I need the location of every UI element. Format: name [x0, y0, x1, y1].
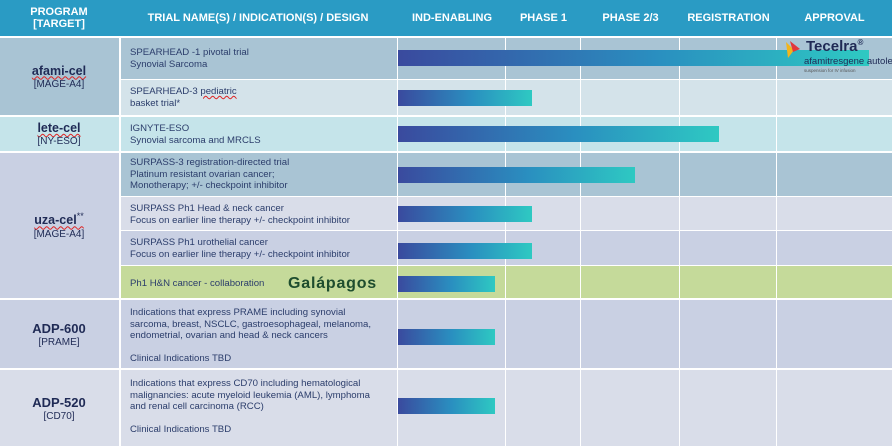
row-divider: [120, 230, 892, 231]
program-band-afami: [0, 38, 120, 115]
column-divider: [119, 36, 121, 446]
stage-ind-enabling-header: IND-ENABLING: [411, 12, 493, 24]
galapagos-logo: Galápagos: [288, 275, 378, 292]
trial-indication: Synovial sarcoma and MRCLS: [130, 134, 261, 146]
trial-surpass3: SURPASS-3 registration-directed trial Pl…: [130, 157, 289, 192]
program-target: [PRAME]: [38, 336, 80, 348]
trial-surpass-hn: SURPASS Ph1 Head & neck cancer Focus on …: [130, 203, 350, 226]
table-header: PROGRAM [TARGET] TRIAL NAME(S) / INDICAT…: [0, 0, 892, 36]
row-divider: [120, 196, 892, 197]
trial-design: Focus on earlier line therapy +/- checkp…: [130, 214, 350, 226]
trial-name: IGNYTE-ESO: [130, 123, 190, 134]
tecelra-generic-name: afamitresgene autoleucel: [804, 56, 892, 67]
trial-name: SURPASS Ph1 urothelial cancer: [130, 237, 268, 248]
program-header-label: PROGRAM: [30, 6, 88, 18]
trial-indication: sarcoma, breast, NSCLC, gastroesophageal…: [130, 318, 372, 330]
trial-indication: Synovial Sarcoma: [130, 58, 208, 70]
trial-design: Focus on earlier line therapy +/- checkp…: [130, 248, 350, 260]
program-uza-cel: uza-cel** [MAGE-A4]: [0, 153, 118, 298]
program-name: ADP-600: [32, 320, 86, 336]
trial-indication: Platinum resistant ovarian cancer;: [130, 168, 275, 180]
trial-indication: endometrial, ovarian and head & neck can…: [130, 330, 328, 341]
program-column-header: PROGRAM [TARGET]: [0, 0, 118, 36]
target-header-label: [TARGET]: [33, 18, 85, 30]
trial-name: Ph1 H&N cancer - collaboration: [130, 278, 265, 289]
row-divider: [0, 368, 892, 370]
row-divider: [0, 151, 892, 153]
row-divider: [0, 115, 892, 117]
trial-name-part: pediatric: [200, 86, 237, 97]
progress-bar-spearhead3: [398, 90, 533, 106]
tecelra-brand: Tecelra®: [806, 38, 863, 55]
program-lete-cel: lete-cel [NY-ESO]: [0, 117, 118, 151]
trial-indication: malignancies: acute myeloid leukemia (AM…: [130, 389, 370, 401]
program-footnote-mark: **: [76, 211, 84, 222]
row-band-collab: [120, 266, 892, 298]
row-divider: [0, 298, 892, 300]
tecelra-name: Tecelra: [806, 38, 858, 55]
trial-spearhead3: SPEARHEAD-3 pediatric basket trial*: [130, 86, 237, 109]
trial-note: Clinical Indications TBD: [130, 424, 232, 435]
program-adp-600: ADP-600 [PRAME]: [0, 300, 118, 368]
stage-phase23-header: PHASE 2/3: [602, 12, 659, 24]
program-target: [MAGE-A4]: [33, 78, 85, 90]
trial-adp600: Indications that express PRAME including…: [130, 307, 371, 365]
stage-phase1-header: PHASE 1: [519, 12, 568, 24]
trial-note: Clinical Indications TBD: [130, 353, 232, 364]
trial-name-part: SPEARHEAD-3: [130, 86, 201, 97]
progress-bar-surpass3: [398, 167, 636, 183]
column-divider: [679, 36, 680, 446]
program-target: [MAGE-A4]: [33, 228, 85, 240]
progress-bar-adp600: [398, 329, 496, 345]
trial-indication: basket trial*: [130, 97, 181, 109]
program-target: [CD70]: [43, 410, 75, 422]
tecelra-registered-mark: ®: [857, 38, 864, 47]
row-divider: [120, 265, 892, 266]
stage-approval-header: APPROVAL: [804, 12, 865, 24]
program-name: ADP-520: [32, 394, 86, 410]
progress-bar-collab: [398, 276, 496, 292]
trial-name: SPEARHEAD -1 pivotal trial: [130, 47, 249, 58]
progress-bar-ignyte: [398, 126, 719, 142]
tecelra-logo: Tecelra® afamitresgene autoleucel suspen…: [784, 38, 892, 80]
trial-surpass-uro: SURPASS Ph1 urothelial cancer Focus on e…: [130, 237, 350, 260]
trial-name: SURPASS-3 registration-directed trial: [130, 157, 290, 168]
row-divider: [120, 79, 892, 80]
progress-bar-surpass-hn: [398, 206, 533, 222]
trial-indication: Indications that express PRAME including…: [130, 307, 346, 318]
trial-design: Monotherapy; +/- checkpoint inhibitor: [130, 180, 288, 191]
trial-indication: and renal cell carcinoma (RCC): [130, 401, 264, 412]
trial-adp520: Indications that express CD70 including …: [130, 378, 370, 436]
trial-spearhead1: SPEARHEAD -1 pivotal trial Synovial Sarc…: [130, 47, 249, 70]
trial-name: SPEARHEAD-3 pediatric: [130, 86, 237, 98]
trial-name: SURPASS Ph1 Head & neck cancer: [130, 203, 284, 214]
program-afami-cel: afami-cel [MAGE-A4]: [0, 38, 118, 115]
program-target: [NY-ESO]: [37, 136, 81, 147]
column-divider: [397, 36, 398, 446]
program-name: uza-cel: [34, 213, 77, 228]
column-divider: [580, 36, 581, 446]
program-adp-520: ADP-520 [CD70]: [0, 370, 118, 446]
tecelra-logo-icon: [786, 41, 800, 58]
program-name: lete-cel: [37, 121, 81, 135]
column-divider: [776, 36, 777, 446]
progress-bar-adp520: [398, 398, 496, 414]
tecelra-formulation: suspension for IV infusion: [804, 68, 856, 73]
column-divider: [505, 36, 506, 446]
trial-column-header: TRIAL NAME(S) / INDICATION(S) / DESIGN: [147, 12, 369, 24]
trial-indication: Indications that express CD70 including …: [130, 378, 361, 389]
stage-registration-header: REGISTRATION: [687, 12, 770, 24]
trial-collab: Ph1 H&N cancer - collaboration: [130, 278, 264, 290]
trial-ignyte: IGNYTE-ESO Synovial sarcoma and MRCLS: [130, 123, 261, 146]
progress-bar-spearhead1: [398, 50, 869, 66]
program-band-uza: [0, 153, 120, 298]
program-name: afami-cel: [31, 63, 87, 78]
progress-bar-surpass-uro: [398, 243, 533, 259]
